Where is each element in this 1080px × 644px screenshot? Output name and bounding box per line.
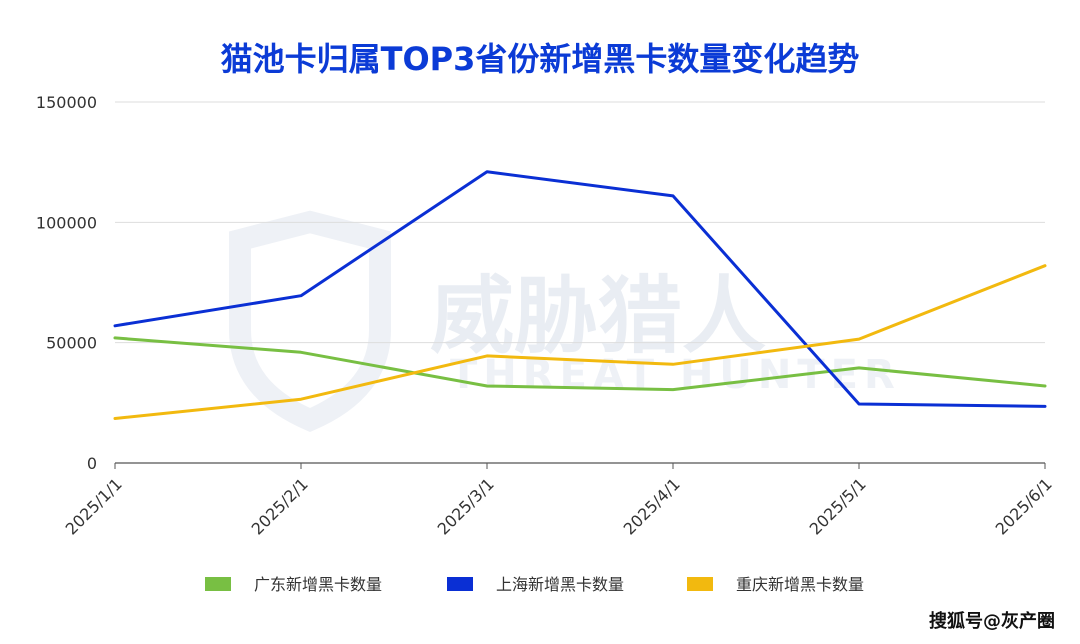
chart-title: 猫池卡归属TOP3省份新增黑卡数量变化趋势 <box>221 40 860 78</box>
data-point <box>1044 264 1046 267</box>
legend-swatch <box>205 577 231 591</box>
shield-icon <box>229 210 391 432</box>
x-tick-label: 2025/3/1 <box>434 474 498 538</box>
data-point <box>486 170 488 173</box>
x-tick-label: 2025/4/1 <box>620 474 684 538</box>
y-tick-label: 150000 <box>36 93 97 112</box>
series-line <box>113 170 1047 408</box>
data-point <box>672 195 674 197</box>
data-point <box>486 355 488 357</box>
legend-swatch <box>447 577 473 591</box>
series-lines <box>113 170 1047 420</box>
legend-label: 重庆新增黑卡数量 <box>736 575 864 594</box>
source-watermark: 搜狐号@灰产圈 <box>929 610 1055 632</box>
data-point <box>300 398 302 401</box>
legend-label: 广东新增黑卡数量 <box>254 575 382 594</box>
data-point <box>300 351 302 354</box>
x-tick-label: 2025/1/1 <box>62 474 126 538</box>
data-point <box>858 403 860 405</box>
series-line <box>113 336 1047 392</box>
y-tick-label: 0 <box>87 454 97 473</box>
gridlines <box>115 101 1045 464</box>
y-tick-label: 100000 <box>36 213 97 232</box>
legend-label: 上海新增黑卡数量 <box>496 575 624 594</box>
data-point <box>672 388 674 391</box>
data-point <box>114 325 116 327</box>
data-point <box>300 294 302 297</box>
data-point <box>672 363 674 366</box>
x-tick-label: 2025/6/1 <box>992 474 1056 538</box>
legend: 广东新增黑卡数量 上海新增黑卡数量 重庆新增黑卡数量 <box>205 575 864 594</box>
x-axis: 2025/1/1 2025/2/1 2025/3/1 2025/4/1 2025/5/1… <box>62 463 1056 539</box>
data-point <box>1044 405 1046 408</box>
y-tick-label: 50000 <box>46 334 97 353</box>
watermark-logo-text: 威胁猎人 <box>430 267 766 365</box>
y-axis: 0 50000 100000 150000 <box>36 93 97 473</box>
data-point <box>1044 385 1046 387</box>
series-line <box>113 264 1047 420</box>
data-point <box>114 337 116 339</box>
data-point <box>858 367 860 369</box>
x-tick-label: 2025/2/1 <box>248 474 312 538</box>
data-point <box>486 385 488 387</box>
data-point <box>858 338 860 340</box>
x-tick-label: 2025/5/1 <box>806 474 870 538</box>
legend-swatch <box>687 577 713 591</box>
data-point <box>114 417 116 420</box>
